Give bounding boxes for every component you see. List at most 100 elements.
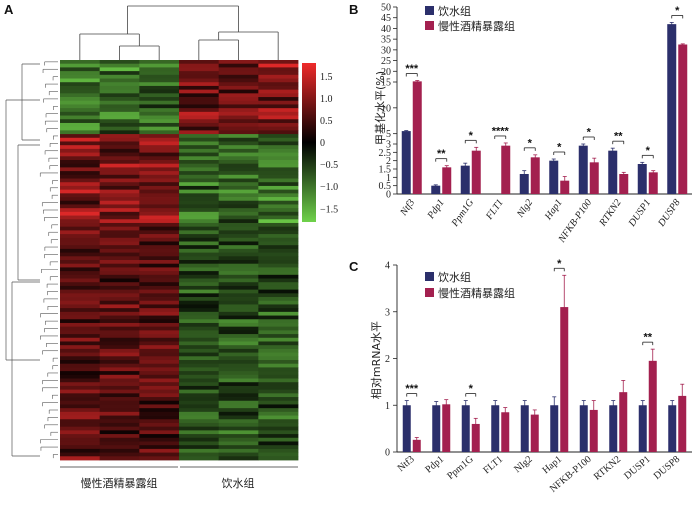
heatmap-cell [139,400,180,405]
heatmap-cell [179,208,220,213]
heatmap-cell [258,215,299,220]
heatmap-cell [139,378,180,383]
heatmap-cell [60,334,101,339]
heatmap-cell [99,63,140,68]
heatmap-cell [99,367,140,372]
y-tick-label: 15 [381,78,391,89]
heatmap-cell [258,222,299,228]
heatmap-cell [99,382,140,387]
category-label: Ntf3 [398,197,417,218]
heatmap-cell [99,452,140,457]
heatmap-cell [139,337,180,342]
heatmap-cell [60,189,101,194]
heatmap-cell [179,434,220,439]
heatmap-cell [179,385,220,391]
heatmap-cell [258,67,299,72]
category-label: FLT1 [483,197,505,222]
heatmap-cell [258,60,299,65]
heatmap-cell [139,208,180,213]
heatmap-cell [60,371,101,376]
heatmap-cell [139,397,180,402]
heatmap-cell [99,389,140,394]
significance-stars: * [528,137,533,149]
heatmap-cell [218,285,259,291]
heatmap-cell [258,145,299,150]
heatmap-cell [60,304,101,309]
heatmap-cell [99,348,140,353]
heatmap-cell [139,163,180,168]
heatmap-cell [60,115,101,120]
heatmap-cell [218,260,259,265]
y-tick-label: 2 [386,156,391,167]
heatmap-cell [60,182,101,187]
heatmap-cell [218,100,259,105]
heatmap-cell [60,378,101,383]
heatmap-cell [258,448,299,453]
heatmap-cell [139,345,180,350]
heatmap-cell [139,122,180,128]
heatmap-cell [60,219,101,224]
heatmap-cell [179,185,220,191]
heatmap-cell [99,356,140,361]
heatmap-cell [139,445,180,450]
heatmap-cell [179,322,220,328]
heatmap-cell [258,385,299,391]
heatmap-cell [179,389,220,394]
heatmap-cell [218,345,259,350]
legend-c-alcohol-swatch [425,288,434,297]
bar-alcohol [589,162,599,194]
heatmap-cell [218,400,259,405]
heatmap-cell [258,263,299,268]
heatmap-cell [60,74,101,79]
significance-stars: * [557,142,562,154]
heatmap-cell [258,200,299,205]
heatmap-cell [60,197,101,202]
heatmap-cell [218,256,259,261]
heatmap-cell [218,426,259,431]
heatmap-cell [60,100,101,105]
heatmap-cell [60,108,101,113]
bar-water [402,405,411,452]
legend-water-swatch [425,6,434,15]
heatmap-cell [258,404,299,409]
colorbar-tick-label: −1.5 [320,204,338,215]
category-label: DUSP1 [626,197,653,229]
heatmap-cell [139,434,180,439]
panel-b-y-axis-label: 甲基化水平(%) [373,71,387,145]
heatmap-cell [60,274,101,279]
heatmap-cell [218,245,259,250]
heatmap-cell [139,452,180,457]
heatmap-cell [99,71,140,76]
bar-alcohol [471,150,481,194]
heatmap-cell [99,145,140,150]
heatmap-cell [60,78,101,83]
heatmap-cell [218,263,259,268]
heatmap-cell [218,148,259,153]
heatmap-cell [60,422,101,428]
heatmap-cell [218,252,259,257]
heatmap-cell [258,345,299,350]
heatmap-cell [258,122,299,128]
heatmap-cell [258,278,299,283]
heatmap-cell [218,189,259,194]
heatmap-cell [99,426,140,431]
heatmap-cell [139,197,180,202]
heatmap-cell [139,178,180,183]
heatmap-cell [99,85,140,91]
heatmap-cell [179,426,220,431]
heatmap-cell [179,297,220,302]
heatmap-cell [179,171,220,176]
bar-water [578,145,588,194]
heatmap-cell [99,108,140,113]
heatmap-cell [218,82,259,87]
heatmap-cell [60,411,101,416]
heatmap-cell [60,141,101,146]
row-dendrogram [5,61,58,459]
heatmap-cell [139,148,180,153]
heatmap-cell [218,378,259,383]
heatmap-cell [179,274,220,279]
heatmap-cell [179,278,220,283]
heatmap-cell [60,256,101,261]
heatmap-cell [218,408,259,413]
